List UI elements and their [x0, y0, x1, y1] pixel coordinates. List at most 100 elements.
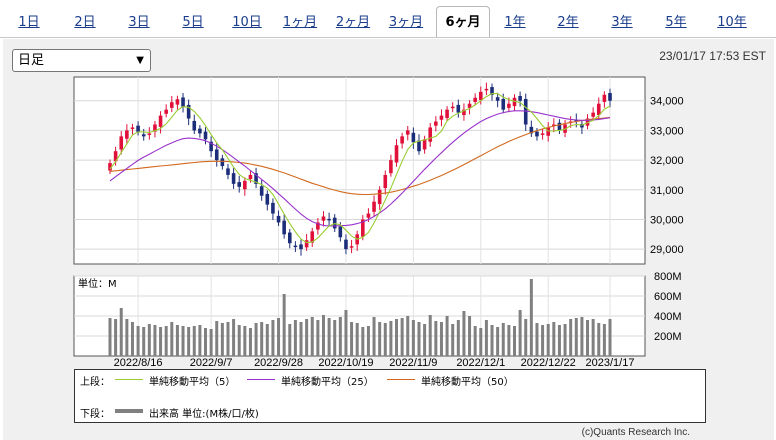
volume-bar [423, 324, 427, 356]
legend-ma25-swatch [247, 379, 275, 380]
price-tick-label: 33,000 [650, 125, 684, 137]
candle-body [282, 220, 286, 235]
legend-ma5-swatch [115, 379, 143, 380]
candle-body [495, 97, 500, 101]
volume-bar [372, 317, 376, 356]
candle-body [259, 186, 264, 196]
candle-body [276, 215, 281, 223]
candle-body [478, 91, 483, 101]
volume-bar [507, 325, 511, 356]
price-tick-label: 29,000 [650, 244, 684, 256]
volume-bar [428, 315, 432, 356]
volume-bar [316, 320, 320, 356]
tab-divider [0, 37, 776, 38]
volume-bar [395, 319, 399, 356]
tab-10[interactable]: 1年 [504, 15, 526, 30]
tab-11[interactable]: 2年 [557, 15, 579, 30]
candle-body [237, 182, 242, 187]
volume-bar [153, 325, 157, 356]
candle-body [473, 97, 477, 102]
candle-period-value: 日足 [18, 53, 45, 68]
volume-bar [557, 325, 561, 356]
tab-6[interactable]: 1ヶ月 [282, 15, 318, 30]
tab-8[interactable]: 3ヶ月 [388, 15, 424, 30]
candle-body [220, 158, 225, 167]
volume-bar [456, 320, 460, 356]
candle-body [389, 160, 393, 174]
candle-body [557, 122, 562, 131]
candle-body [501, 98, 506, 110]
volume-bar [411, 320, 415, 356]
candle-body [169, 102, 174, 108]
candle-body [153, 124, 157, 132]
candle-body [591, 112, 595, 117]
volume-bar [378, 322, 382, 356]
legend-upper-label: 上段： [80, 377, 110, 388]
candle-body [192, 120, 197, 131]
volume-bar [108, 318, 112, 356]
volume-bar [209, 329, 213, 356]
legend-volume-swatch [115, 409, 143, 413]
candle-body [299, 244, 303, 250]
volume-bar [321, 315, 325, 356]
volume-bar [282, 294, 286, 356]
tab-12[interactable]: 3年 [611, 15, 633, 30]
volume-bar [445, 316, 449, 356]
price-tick-label: 31,000 [650, 185, 684, 197]
candle-body [602, 94, 607, 102]
candle-body [265, 193, 270, 205]
candle-body [512, 97, 517, 107]
volume-bar [608, 319, 612, 356]
candle-body [377, 189, 382, 205]
candle-body [136, 125, 140, 132]
price-tick-label: 30,000 [650, 214, 684, 226]
volume-bar [389, 321, 393, 356]
tab-9[interactable]: 6ヶ月 [436, 6, 490, 38]
volume-bar [580, 317, 584, 356]
candle-body [158, 115, 163, 127]
volume-bar [204, 328, 208, 356]
candle-body [366, 213, 371, 218]
price-plot-area [73, 76, 646, 265]
candle-body [439, 115, 444, 120]
candle-body [523, 98, 528, 125]
x-tick-label: 2023/1/17 [586, 357, 635, 369]
tab-1[interactable]: 1日 [18, 15, 40, 30]
candle-body [181, 97, 185, 107]
volume-bar [299, 322, 303, 356]
tab-2[interactable]: 2日 [74, 15, 96, 30]
candle-body [287, 232, 292, 244]
volume-bar [602, 324, 606, 356]
x-tick-label: 2022/9/28 [254, 357, 303, 369]
volume-bar [597, 323, 601, 356]
legend-ma5-label: 単純移動平均（5） [149, 377, 236, 388]
chart-legend: 上段： 単純移動平均（5） 単純移動平均（25） 単純移動平均（50） 下段： … [74, 369, 706, 423]
candle-body [316, 222, 320, 230]
x-tick-label: 2022/9/7 [190, 357, 233, 369]
volume-bar [130, 322, 134, 356]
tab-14[interactable]: 10年 [717, 15, 747, 30]
candle-period-select[interactable]: 日足 ▼ [12, 49, 151, 72]
candle-body [198, 128, 202, 134]
volume-bar [361, 327, 365, 356]
candle-body [243, 180, 247, 190]
volume-bar [254, 323, 258, 356]
tab-3[interactable]: 3日 [128, 15, 150, 30]
price-tick-label: 34,000 [650, 96, 684, 108]
candle-body [434, 121, 438, 126]
candle-body [445, 109, 449, 118]
volume-bar [265, 324, 269, 356]
candle-body [130, 127, 135, 129]
tab-13[interactable]: 5年 [665, 15, 687, 30]
volume-bar [355, 323, 359, 356]
tab-4[interactable]: 5日 [182, 15, 204, 30]
volume-bar [574, 318, 578, 356]
tab-5[interactable]: 10日 [232, 15, 262, 30]
volume-bar [569, 319, 573, 356]
volume-tick-label: 600M [654, 291, 682, 303]
candle-body [529, 126, 534, 134]
volume-bar [563, 324, 567, 356]
volume-bar [591, 319, 595, 356]
tab-7[interactable]: 2ヶ月 [335, 15, 371, 30]
